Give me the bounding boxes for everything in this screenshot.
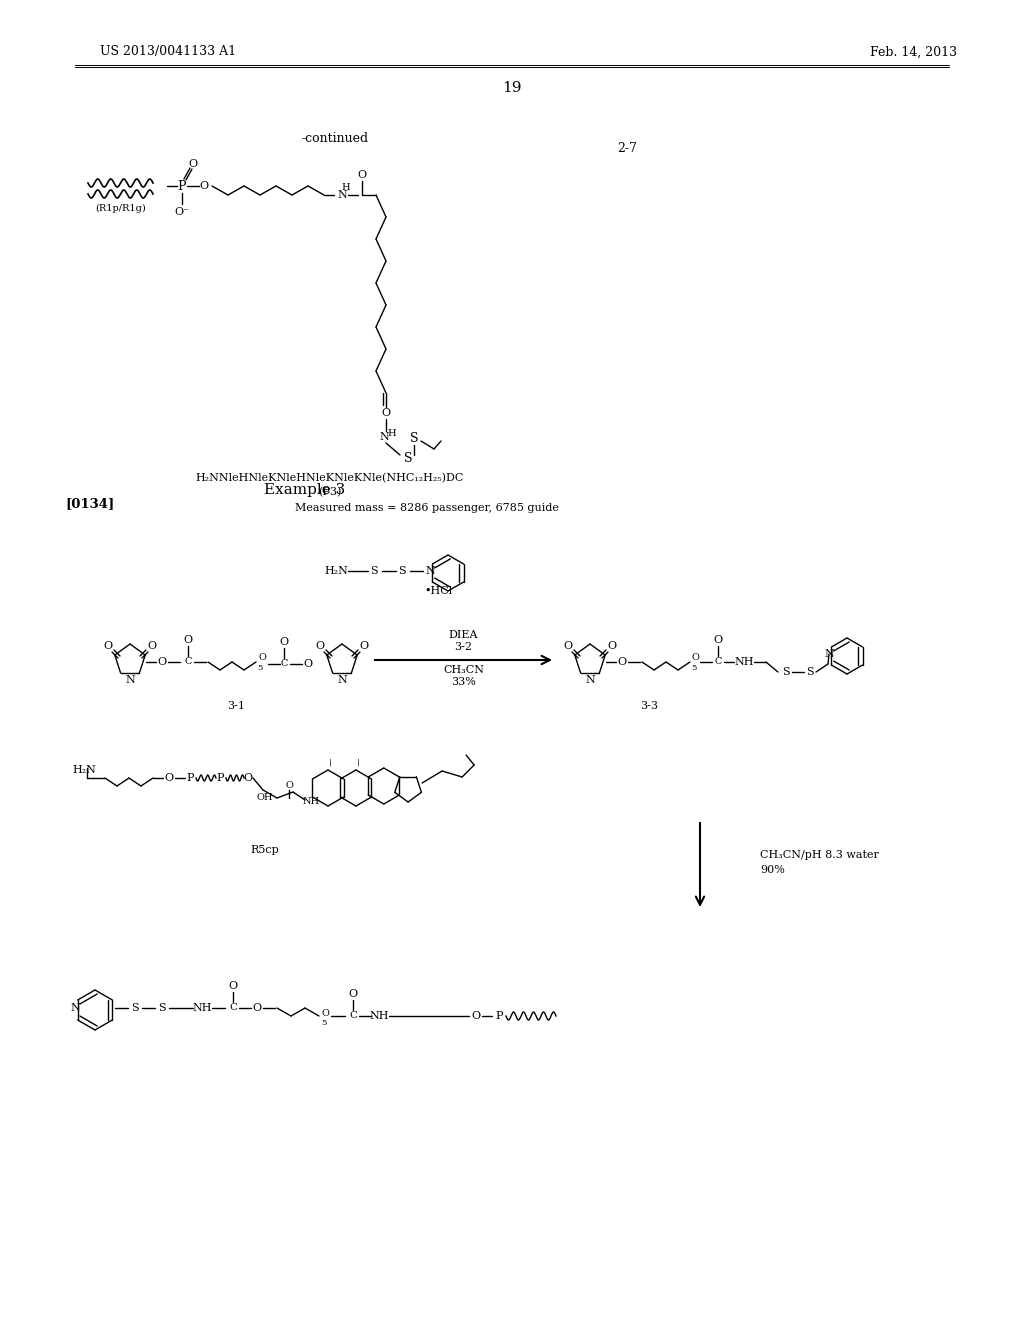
Text: N: N	[824, 649, 834, 659]
Text: O: O	[228, 981, 238, 991]
Text: O: O	[253, 1003, 261, 1012]
Text: 33%: 33%	[451, 677, 476, 686]
Text: S: S	[403, 453, 413, 466]
Text: N: N	[337, 190, 347, 201]
Text: US 2013/0041133 A1: US 2013/0041133 A1	[100, 45, 237, 58]
Text: S: S	[782, 667, 790, 677]
Text: NH: NH	[302, 797, 319, 807]
Text: S: S	[158, 1003, 166, 1012]
Text: H₂N: H₂N	[72, 766, 96, 775]
Text: O: O	[103, 642, 113, 651]
Text: O: O	[258, 653, 266, 663]
Text: •HCl: •HCl	[424, 586, 453, 597]
Text: O: O	[617, 657, 627, 667]
Text: (R1p/R1g): (R1p/R1g)	[95, 203, 146, 213]
Text: O: O	[303, 659, 312, 669]
Text: N: N	[379, 432, 389, 442]
Text: OH: OH	[257, 793, 273, 803]
Text: N: N	[125, 675, 135, 685]
Text: O: O	[158, 657, 167, 667]
Text: S: S	[410, 433, 418, 446]
Text: O: O	[607, 642, 616, 651]
Text: C: C	[281, 660, 288, 668]
Text: C: C	[715, 657, 722, 667]
Text: O: O	[280, 638, 289, 647]
Text: 5: 5	[322, 1019, 327, 1027]
Text: 19: 19	[502, 81, 522, 95]
Text: O: O	[147, 642, 157, 651]
Text: O: O	[381, 408, 390, 418]
Text: N: N	[425, 566, 435, 576]
Text: Feb. 14, 2013: Feb. 14, 2013	[870, 45, 957, 58]
Text: H₂N: H₂N	[324, 566, 348, 576]
Text: O: O	[244, 774, 253, 783]
Text: 3-2: 3-2	[455, 642, 472, 652]
Text: 3-1: 3-1	[227, 701, 245, 711]
Text: NH: NH	[734, 657, 754, 667]
Text: O: O	[563, 642, 572, 651]
Text: S: S	[371, 566, 378, 576]
Text: 5: 5	[691, 664, 696, 672]
Text: 5: 5	[257, 664, 263, 672]
Text: NH: NH	[370, 1011, 389, 1020]
Text: O: O	[714, 635, 723, 645]
Text: Example 3: Example 3	[264, 483, 346, 498]
Text: S: S	[398, 566, 406, 576]
Text: O: O	[322, 1008, 329, 1018]
Text: P: P	[216, 774, 224, 783]
Text: O: O	[165, 774, 173, 783]
Text: H: H	[388, 429, 396, 437]
Text: C: C	[349, 1011, 357, 1020]
Text: S: S	[131, 1003, 139, 1012]
Text: 3-3: 3-3	[640, 701, 658, 711]
Text: R5cp: R5cp	[251, 845, 280, 855]
Text: C: C	[184, 657, 191, 667]
Text: S: S	[806, 667, 814, 677]
Text: Measured mass = 8286 passenger, 6785 guide: Measured mass = 8286 passenger, 6785 gui…	[295, 503, 559, 513]
Text: |: |	[329, 758, 332, 766]
Text: NH: NH	[193, 1003, 212, 1012]
Text: -continued: -continued	[301, 132, 369, 144]
Text: O: O	[348, 989, 357, 999]
Text: 2-7: 2-7	[617, 141, 637, 154]
Text: O: O	[315, 642, 325, 651]
Text: O⁻: O⁻	[174, 207, 189, 216]
Text: O: O	[200, 181, 209, 191]
Text: P: P	[178, 180, 186, 193]
Text: O: O	[357, 170, 367, 180]
Text: O: O	[691, 653, 699, 663]
Text: 90%: 90%	[760, 865, 784, 875]
Text: [0134]: [0134]	[65, 498, 115, 511]
Text: O: O	[359, 642, 369, 651]
Text: O: O	[188, 158, 198, 169]
Text: DIEA: DIEA	[449, 630, 478, 640]
Text: |: |	[356, 758, 359, 766]
Text: C: C	[229, 1003, 237, 1012]
Text: (P3): (P3)	[318, 487, 342, 498]
Text: O: O	[471, 1011, 480, 1020]
Text: N: N	[337, 675, 347, 685]
Text: H: H	[342, 182, 350, 191]
Text: H₂NNleHNleKNleHNleKNleKNle(NHC₁₂H₂₅)DC: H₂NNleHNleKNleHNleKNleKNle(NHC₁₂H₂₅)DC	[196, 473, 464, 483]
Text: CH₃CN: CH₃CN	[443, 665, 484, 675]
Text: P: P	[186, 774, 194, 783]
Text: P: P	[496, 1011, 503, 1020]
Text: O: O	[183, 635, 193, 645]
Text: N: N	[70, 1003, 80, 1012]
Text: N: N	[585, 675, 595, 685]
Text: CH₃CN/pH 8.3 water: CH₃CN/pH 8.3 water	[760, 850, 879, 861]
Text: O: O	[285, 781, 293, 791]
